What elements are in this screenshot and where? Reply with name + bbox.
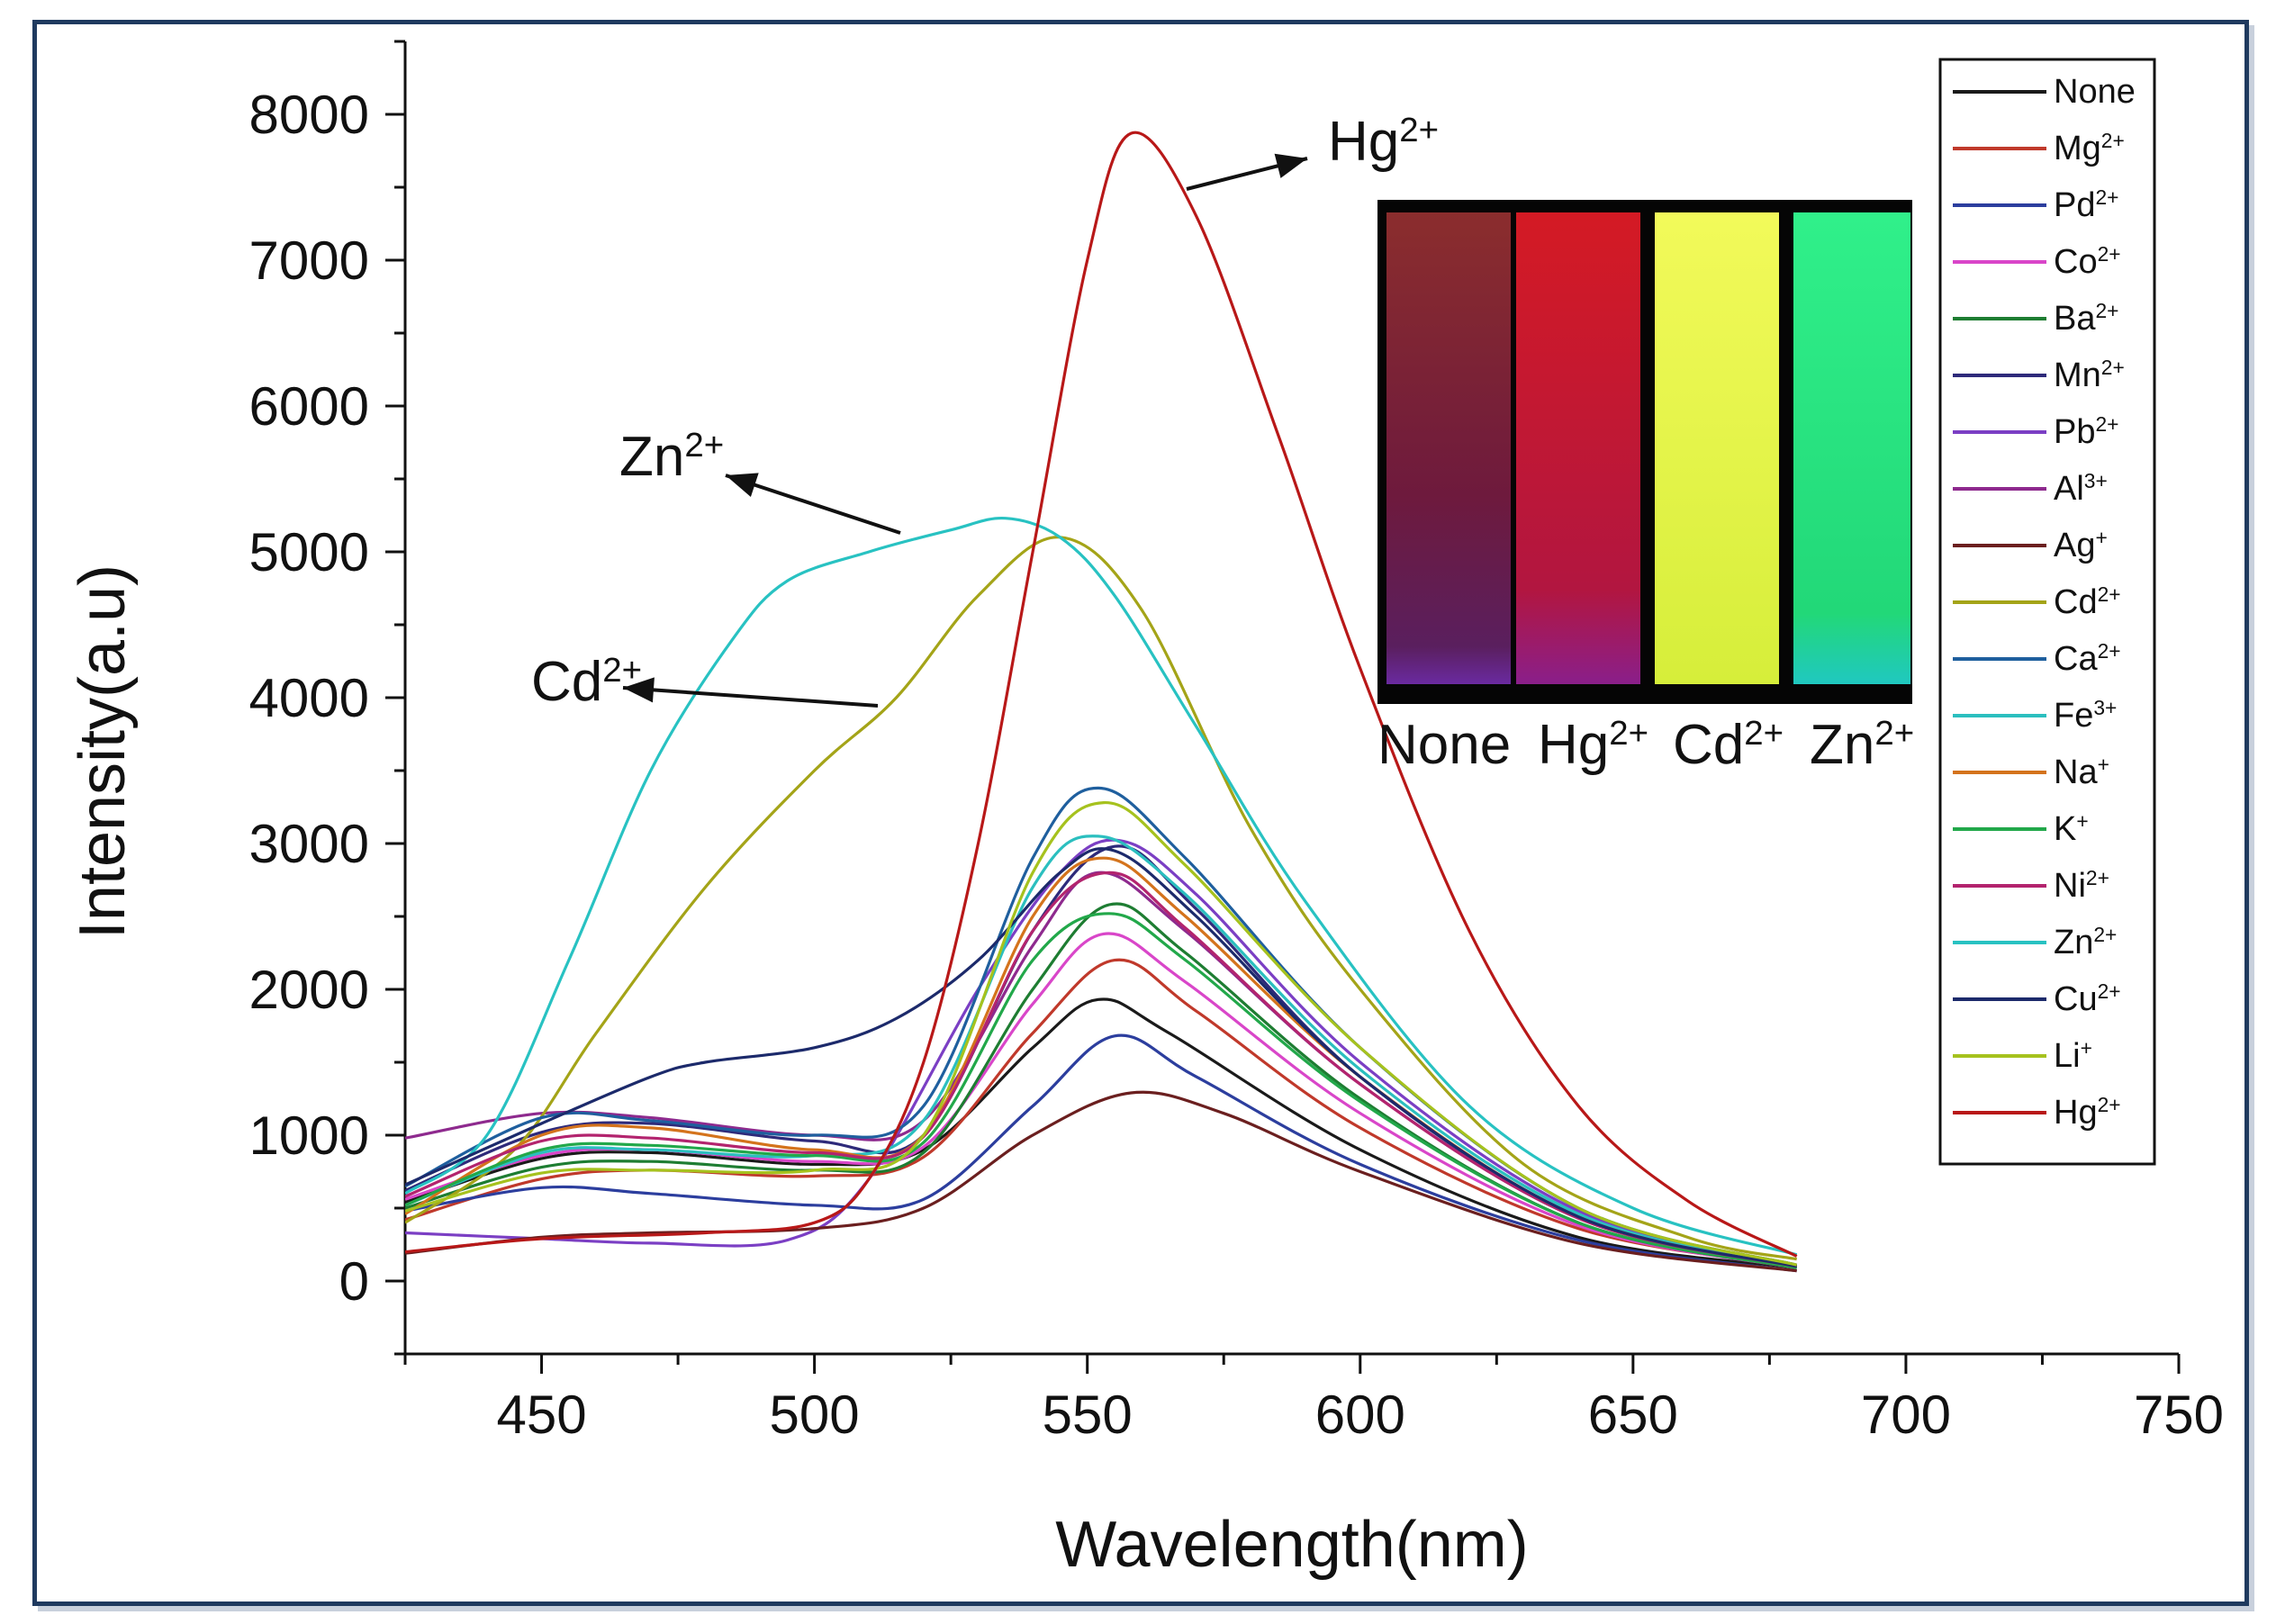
axes: [403, 41, 2179, 1356]
legend-label-fe: Fe3+: [2054, 696, 2117, 735]
tick-labels: 450 500 550 600 650 700 750 0 1000 2000 3000 4000 50…: [249, 85, 2225, 1445]
inset-photo: None Hg2+ Cd2+ Zn2+: [1377, 200, 1914, 776]
y-tick-label: 3000: [249, 814, 369, 874]
series-line-ni: [405, 871, 1798, 1268]
legend-label-ba: Ba2+: [2054, 299, 2118, 338]
annotations: Hg2+ Zn2+ Cd2+: [531, 111, 1439, 714]
legend-box: [1938, 58, 2156, 1166]
legend-label-mn: Mn2+: [2054, 356, 2125, 394]
series-line-k: [405, 912, 1798, 1269]
series-line-pb: [405, 838, 1798, 1267]
series-line-cd: [405, 536, 1798, 1261]
series-line-hg: [405, 131, 1798, 1258]
inset-vial-hg: [1516, 212, 1640, 684]
inset-vial-none: [1386, 212, 1511, 684]
series-line-pd: [405, 1033, 1797, 1273]
series-line-al: [405, 871, 1798, 1268]
y-tick-label: 0: [339, 1251, 369, 1312]
legend-label-al: Al3+: [2054, 469, 2108, 508]
series-line-cu: [405, 846, 1798, 1268]
y-axis-title: Intensity(a.u): [67, 564, 139, 939]
annotation-arrow-cd: [622, 686, 879, 708]
y-tick-label: 8000: [249, 85, 369, 145]
legend-label-pd: Pd2+: [2054, 185, 2118, 224]
x-tick-label: 700: [1861, 1385, 1951, 1445]
annotation-label-cd: Cd2+: [531, 651, 642, 714]
y-tick-label: 2000: [249, 960, 369, 1020]
legend: None Mg2+ Pd2+ Co2+ Ba2+ Mn2+ Pb2+ Al3+ Ag+ Cd2+ C…: [1938, 58, 2156, 1166]
x-tick-label: 650: [1588, 1385, 1678, 1445]
inset-vial-cd: [1655, 212, 1779, 684]
series-line-zn: [405, 517, 1798, 1257]
inset-label-hg: Hg2+: [1538, 714, 1648, 777]
legend-label-co: Co2+: [2054, 242, 2121, 281]
y-tick-label: 5000: [249, 522, 369, 582]
x-axis-title: Wavelength(nm): [1055, 1509, 1529, 1581]
inset-label-zn: Zn2+: [1810, 714, 1914, 777]
legend-label-li: Li+: [2054, 1036, 2092, 1075]
legend-label-ni: Ni2+: [2054, 866, 2109, 905]
y-tick-label: 6000: [249, 376, 369, 437]
series-line-li: [405, 800, 1798, 1267]
legend-label-ca: Ca2+: [2054, 639, 2121, 678]
series-lines: [405, 131, 1798, 1273]
inset-label-none: None: [1377, 714, 1511, 776]
legend-label-ag: Ag+: [2054, 526, 2108, 564]
x-tick-label: 450: [496, 1385, 586, 1445]
y-tick-label: 1000: [249, 1105, 369, 1166]
series-line-ca: [405, 786, 1798, 1267]
series-line-ag: [405, 1090, 1797, 1273]
legend-label-cu: Cu2+: [2054, 979, 2121, 1018]
inset-vial-zn: [1793, 212, 1910, 684]
legend-label-none: None: [2054, 73, 2136, 111]
annotation-label-hg: Hg2+: [1328, 111, 1439, 174]
annotation-arrowhead: [623, 677, 655, 703]
legend-label-k: K+: [2054, 809, 2089, 848]
x-tick-label: 600: [1315, 1385, 1405, 1445]
annotation-arrowhead: [726, 473, 759, 497]
legend-label-na: Na+: [2054, 753, 2109, 791]
y-tick-label: 7000: [249, 230, 369, 291]
inset-label-cd: Cd2+: [1673, 714, 1784, 777]
series-line-fe: [405, 835, 1798, 1268]
series-line-na: [405, 856, 1798, 1268]
legend-label-mg: Mg2+: [2054, 129, 2125, 167]
x-tick-label: 550: [1043, 1385, 1133, 1445]
annotation-arrowhead: [1274, 153, 1307, 178]
legend-label-pb: Pb2+: [2054, 412, 2118, 451]
legend-label-cd: Cd2+: [2054, 582, 2121, 621]
x-tick-label: 750: [2134, 1385, 2224, 1445]
annotation-label-zn: Zn2+: [619, 426, 724, 489]
legend-label-zn: Zn2+: [2054, 923, 2117, 961]
annotation-arrow-zn: [725, 474, 901, 535]
series-line-none: [405, 997, 1797, 1269]
y-tick-label: 4000: [249, 668, 369, 728]
x-tick-label: 500: [770, 1385, 860, 1445]
tick-marks: [385, 40, 2181, 1374]
legend-label-hg: Hg2+: [2054, 1093, 2121, 1132]
